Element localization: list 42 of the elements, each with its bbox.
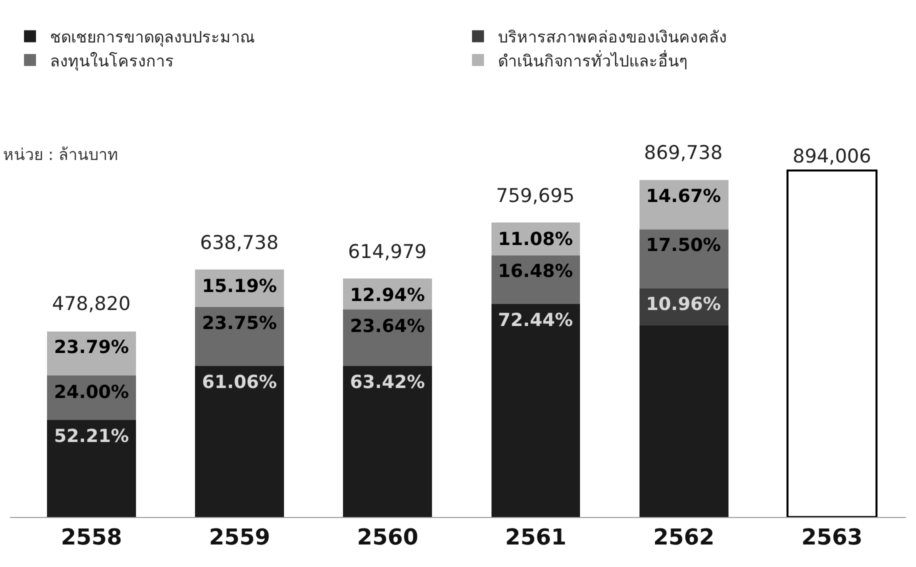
annotation: 61.06% <box>202 372 277 393</box>
x-tick-label: 2559 <box>208 525 270 550</box>
bar <box>195 366 284 517</box>
bar <box>47 420 136 517</box>
legend-label: ชดเชยการขาดดุลงบประมาณ <box>50 28 255 48</box>
annotation: 16.48% <box>498 261 573 282</box>
legend-label: ดำเนินกิจการทั่วไปและอื่นๆ <box>498 49 688 70</box>
bar <box>639 325 728 517</box>
x-tick-label: 2560 <box>357 525 418 550</box>
annotation: 23.75% <box>202 313 277 334</box>
annotation: 63.42% <box>350 372 425 393</box>
total-label: 869,738 <box>644 142 723 164</box>
total-label: 759,695 <box>496 185 575 207</box>
annotation: 72.44% <box>498 310 573 331</box>
annotation: 14.67% <box>646 186 721 207</box>
annotation: 52.21% <box>54 426 129 447</box>
annotation: 11.08% <box>498 229 573 250</box>
data-label: 894,006 <box>792 146 872 168</box>
legend-label: บริหารสภาพคล่องของเงินคงคลัง <box>498 28 727 46</box>
annotation: 12.94% <box>350 285 425 306</box>
x-tick-label: 2561 <box>505 525 566 550</box>
text: หน่วย : ล้านบาท <box>3 145 119 164</box>
legend-label: ลงทุนในโครงการ <box>50 51 174 72</box>
total-label: 638,738 <box>200 232 279 254</box>
bar <box>343 310 432 366</box>
x-tick-label: 2563 <box>801 525 863 550</box>
bar <box>639 229 728 288</box>
annotation: 24.00% <box>54 382 129 403</box>
total-label: 614,979 <box>348 241 427 263</box>
bar <box>491 304 580 517</box>
bar <box>786 170 878 517</box>
x-tick-label: 2558 <box>60 525 122 550</box>
x-tick-label: 2562 <box>653 525 714 550</box>
annotation: 17.50% <box>646 235 721 256</box>
annotation: 15.19% <box>202 276 277 297</box>
annotation: 23.64% <box>350 316 425 337</box>
total-label: 478,820 <box>52 293 131 315</box>
bar <box>195 307 284 366</box>
annotation: 23.79% <box>54 337 129 358</box>
annotation: 10.96% <box>646 294 721 315</box>
bar <box>343 366 432 517</box>
bar <box>639 180 728 230</box>
